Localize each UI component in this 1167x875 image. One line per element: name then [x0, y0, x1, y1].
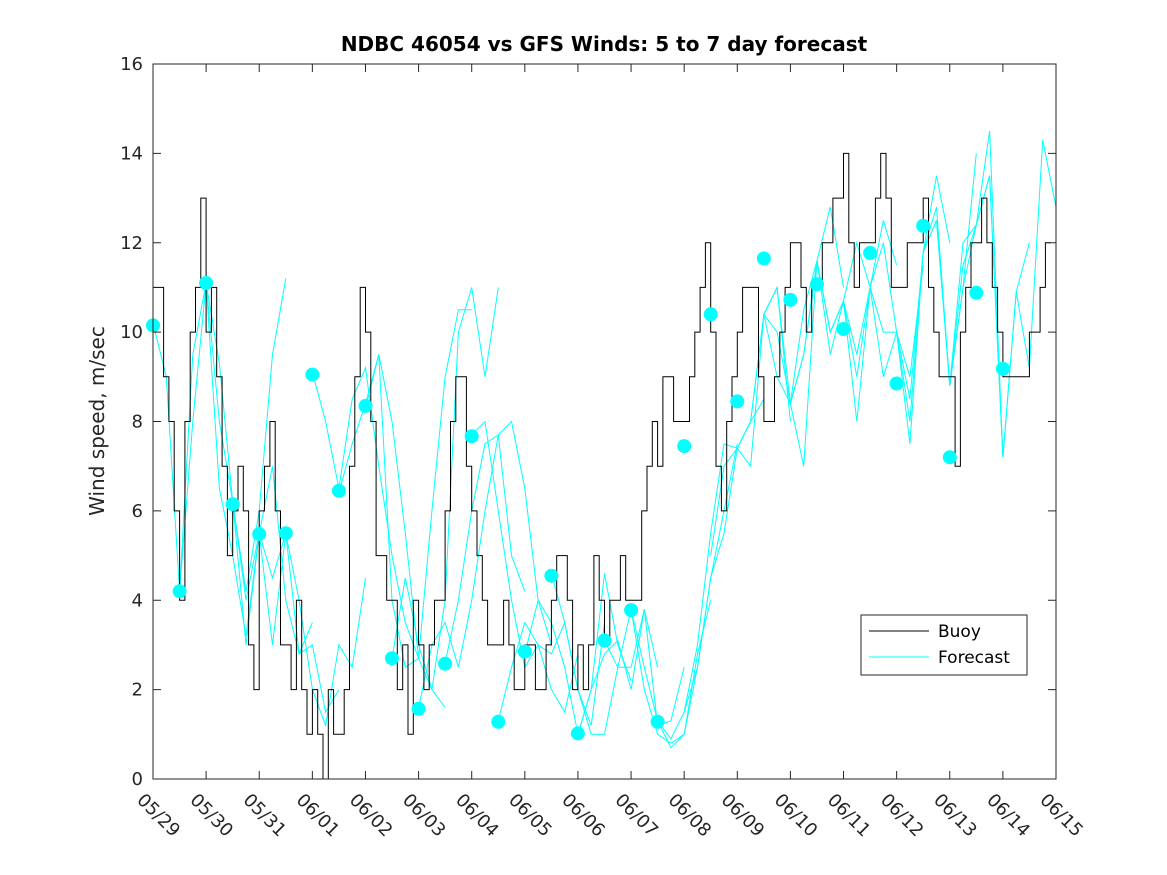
y-tick-label-16: 16: [120, 54, 143, 75]
x-tick-label-1: 05/30: [186, 790, 238, 842]
y-tick-label-4: 4: [132, 590, 143, 611]
forecast-marker-11: [438, 656, 453, 671]
x-tick-label-9: 06/07: [611, 790, 663, 842]
forecast-line-10: [444, 420, 552, 663]
y-tick-label-12: 12: [120, 233, 143, 254]
chart-title: NDBC 46054 vs GFS Winds: 5 to 7 day fore…: [341, 32, 868, 56]
forecast-line-12: [497, 620, 605, 726]
forecast-marker-29: [916, 218, 931, 233]
forecast-marker-26: [836, 322, 851, 336]
forecast-marker-1: [172, 584, 187, 599]
y-tick-label-14: 14: [120, 143, 143, 164]
forecast-marker-18: [624, 603, 639, 618]
forecast-marker-24: [783, 292, 798, 307]
forecast-line-6: [338, 354, 446, 708]
forecast-marker-14: [517, 644, 532, 659]
legend: Buoy Forecast: [860, 614, 1028, 676]
x-tick-label-5: 06/03: [398, 790, 450, 842]
forecast-marker-25: [810, 277, 824, 292]
forecast-line-14: [550, 573, 659, 735]
forecast-marker-5: [278, 526, 293, 541]
forecast-marker-22: [730, 394, 745, 409]
x-tick-label-13: 06/11: [823, 790, 875, 842]
forecast-marker-16: [570, 726, 585, 741]
plot-frame: [152, 63, 1057, 780]
y-tick-label-0: 0: [132, 769, 143, 790]
x-tick-label-16: 06/14: [982, 790, 1034, 842]
forecast-marker-17: [597, 633, 612, 648]
forecast-line-17: [630, 443, 738, 749]
x-tick-label-10: 06/08: [664, 790, 716, 842]
x-tick-label-11: 06/09: [717, 790, 769, 842]
legend-forecast-label: Forecast: [938, 648, 1010, 668]
forecast-marker-3: [225, 497, 240, 512]
forecast-marker-2: [199, 276, 214, 290]
y-tick-label-6: 6: [132, 501, 143, 522]
buoy-line: [153, 152, 1051, 780]
x-tick-label-15: 06/13: [929, 790, 981, 842]
forecast-marker-15: [544, 568, 559, 583]
forecast-marker-31: [969, 285, 984, 300]
x-tick-label-7: 06/05: [504, 790, 556, 842]
x-tick-label-14: 06/12: [876, 790, 928, 842]
x-tick-label-8: 06/06: [557, 790, 609, 842]
y-axis-label: Wind speed, m/sec: [85, 326, 109, 516]
legend-box: [860, 614, 1028, 676]
x-tick-label-4: 06/02: [345, 790, 397, 842]
forecast-line-9: [418, 434, 526, 708]
forecast-marker-30: [942, 450, 957, 465]
forecast-marker-12: [464, 429, 479, 444]
forecast-marker-20: [677, 439, 692, 454]
y-tick-label-2: 2: [132, 680, 143, 701]
y-axis: 0 2 4 6 8 10 12 14 16: [120, 54, 1056, 790]
x-tick-label-17: 06/15: [1035, 790, 1087, 842]
forecast-line-15: [577, 609, 685, 735]
y-tick-label-10: 10: [120, 322, 143, 343]
forecast-marker-6: [305, 367, 320, 382]
forecast-marker-9: [385, 651, 399, 666]
y-tick-label-8: 8: [132, 412, 143, 433]
forecast-line-7: [365, 309, 472, 669]
x-tick-label-0: 05/29: [132, 790, 184, 842]
forecast-marker-7: [331, 483, 346, 498]
forecast-marker-32: [995, 361, 1010, 376]
forecast-marker-23: [756, 251, 771, 266]
forecast-marker-28: [889, 376, 904, 391]
x-tick-label-3: 06/01: [292, 790, 344, 842]
forecast-line-29: [949, 139, 1057, 458]
forecast-marker-21: [703, 307, 718, 322]
forecast-marker-13: [491, 714, 506, 729]
x-tick-label-6: 06/04: [451, 790, 503, 842]
forecast-line-18: [657, 398, 765, 740]
plot-area: [146, 130, 1057, 780]
forecast-line-5: [311, 366, 420, 659]
forecast-marker-19: [650, 714, 665, 729]
legend-buoy-label: Buoy: [938, 622, 981, 642]
forecast-marker-4: [252, 527, 267, 542]
forecast-marker-8: [358, 398, 373, 413]
x-tick-label-2: 05/31: [239, 790, 291, 842]
forecast-marker-10: [411, 701, 426, 716]
x-tick-label-12: 06/10: [770, 790, 822, 842]
forecast-marker-27: [863, 246, 878, 260]
